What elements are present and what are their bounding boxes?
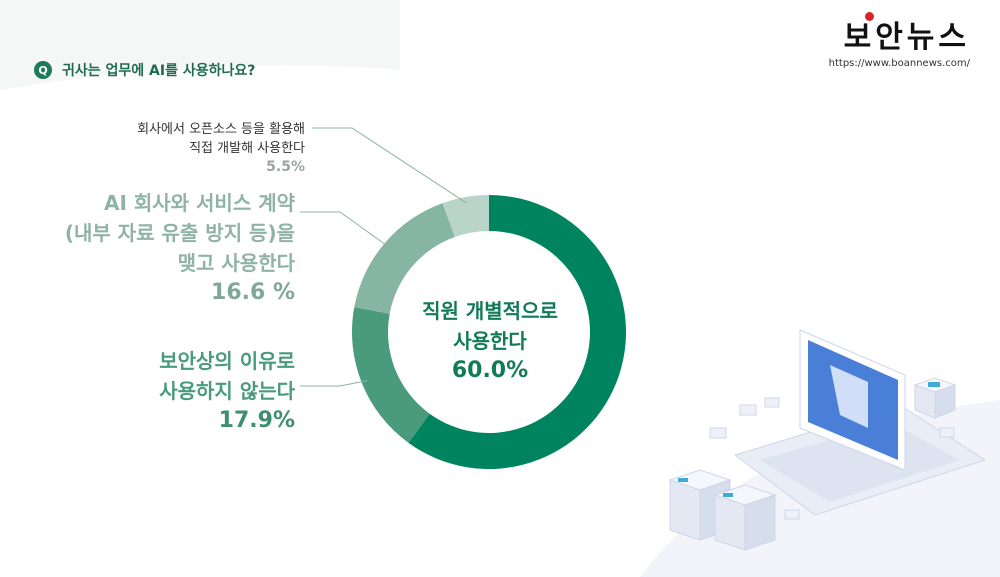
logo-title: 보안뉴스 bbox=[829, 12, 970, 56]
slice-security bbox=[352, 307, 430, 443]
logo-url: https://www.boannews.com/ bbox=[828, 58, 970, 69]
label-contract: AI 회사와 서비스 계약 (내부 자료 유출 방지 등)을 맺고 사용한다 1… bbox=[65, 188, 295, 308]
label-security-value: 17.9% bbox=[218, 408, 295, 433]
chip-icon bbox=[913, 377, 957, 419]
leader-line-security bbox=[300, 380, 368, 387]
logo-dot-icon bbox=[864, 12, 874, 21]
label-individual-value: 60.0% bbox=[451, 358, 529, 383]
label-security-line1: 보안상의 이유로 bbox=[159, 349, 295, 373]
question-header: Q 귀사는 업무에 AI를 사용하나요? bbox=[34, 60, 255, 80]
laptop-illustration bbox=[668, 329, 987, 551]
server-stack-icon bbox=[668, 469, 777, 551]
logo: 보안뉴스 https://www.boannews.com/ bbox=[829, 12, 970, 69]
question-text: 귀사는 업무에 AI를 사용하나요? bbox=[62, 63, 256, 79]
label-contract-value: 16.6 % bbox=[211, 280, 295, 305]
small-node-icons bbox=[709, 397, 955, 520]
leader-line-opensource bbox=[312, 127, 467, 204]
label-opensource: 회사에서 오픈소스 등을 활용해 직접 개발해 사용한다 5.5% bbox=[137, 120, 305, 177]
label-individual: 직원 개별적으로 사용한다 60.0% bbox=[390, 296, 590, 386]
label-opensource-line1: 회사에서 오픈소스 등을 활용해 bbox=[137, 122, 305, 137]
label-contract-line3: 맺고 사용한다 bbox=[177, 251, 295, 275]
label-opensource-line2: 직접 개발해 사용한다 bbox=[189, 141, 305, 156]
label-opensource-value: 5.5% bbox=[266, 159, 305, 175]
leader-line-contract bbox=[300, 211, 390, 248]
slice-contract bbox=[354, 203, 455, 314]
slice-opensource bbox=[442, 195, 489, 237]
label-security: 보안상의 이유로 사용하지 않는다 17.9% bbox=[159, 346, 295, 436]
label-individual-line1: 직원 개별적으로 bbox=[422, 299, 558, 323]
label-contract-line2: (내부 자료 유출 방지 등)을 bbox=[64, 221, 295, 245]
label-individual-line2: 사용한다 bbox=[453, 329, 527, 353]
label-security-line2: 사용하지 않는다 bbox=[159, 379, 295, 403]
laptop-icon bbox=[733, 329, 987, 516]
slice-individual bbox=[408, 195, 626, 469]
label-contract-line1: AI 회사와 서비스 계약 bbox=[103, 191, 295, 215]
question-badge: Q bbox=[34, 61, 52, 79]
